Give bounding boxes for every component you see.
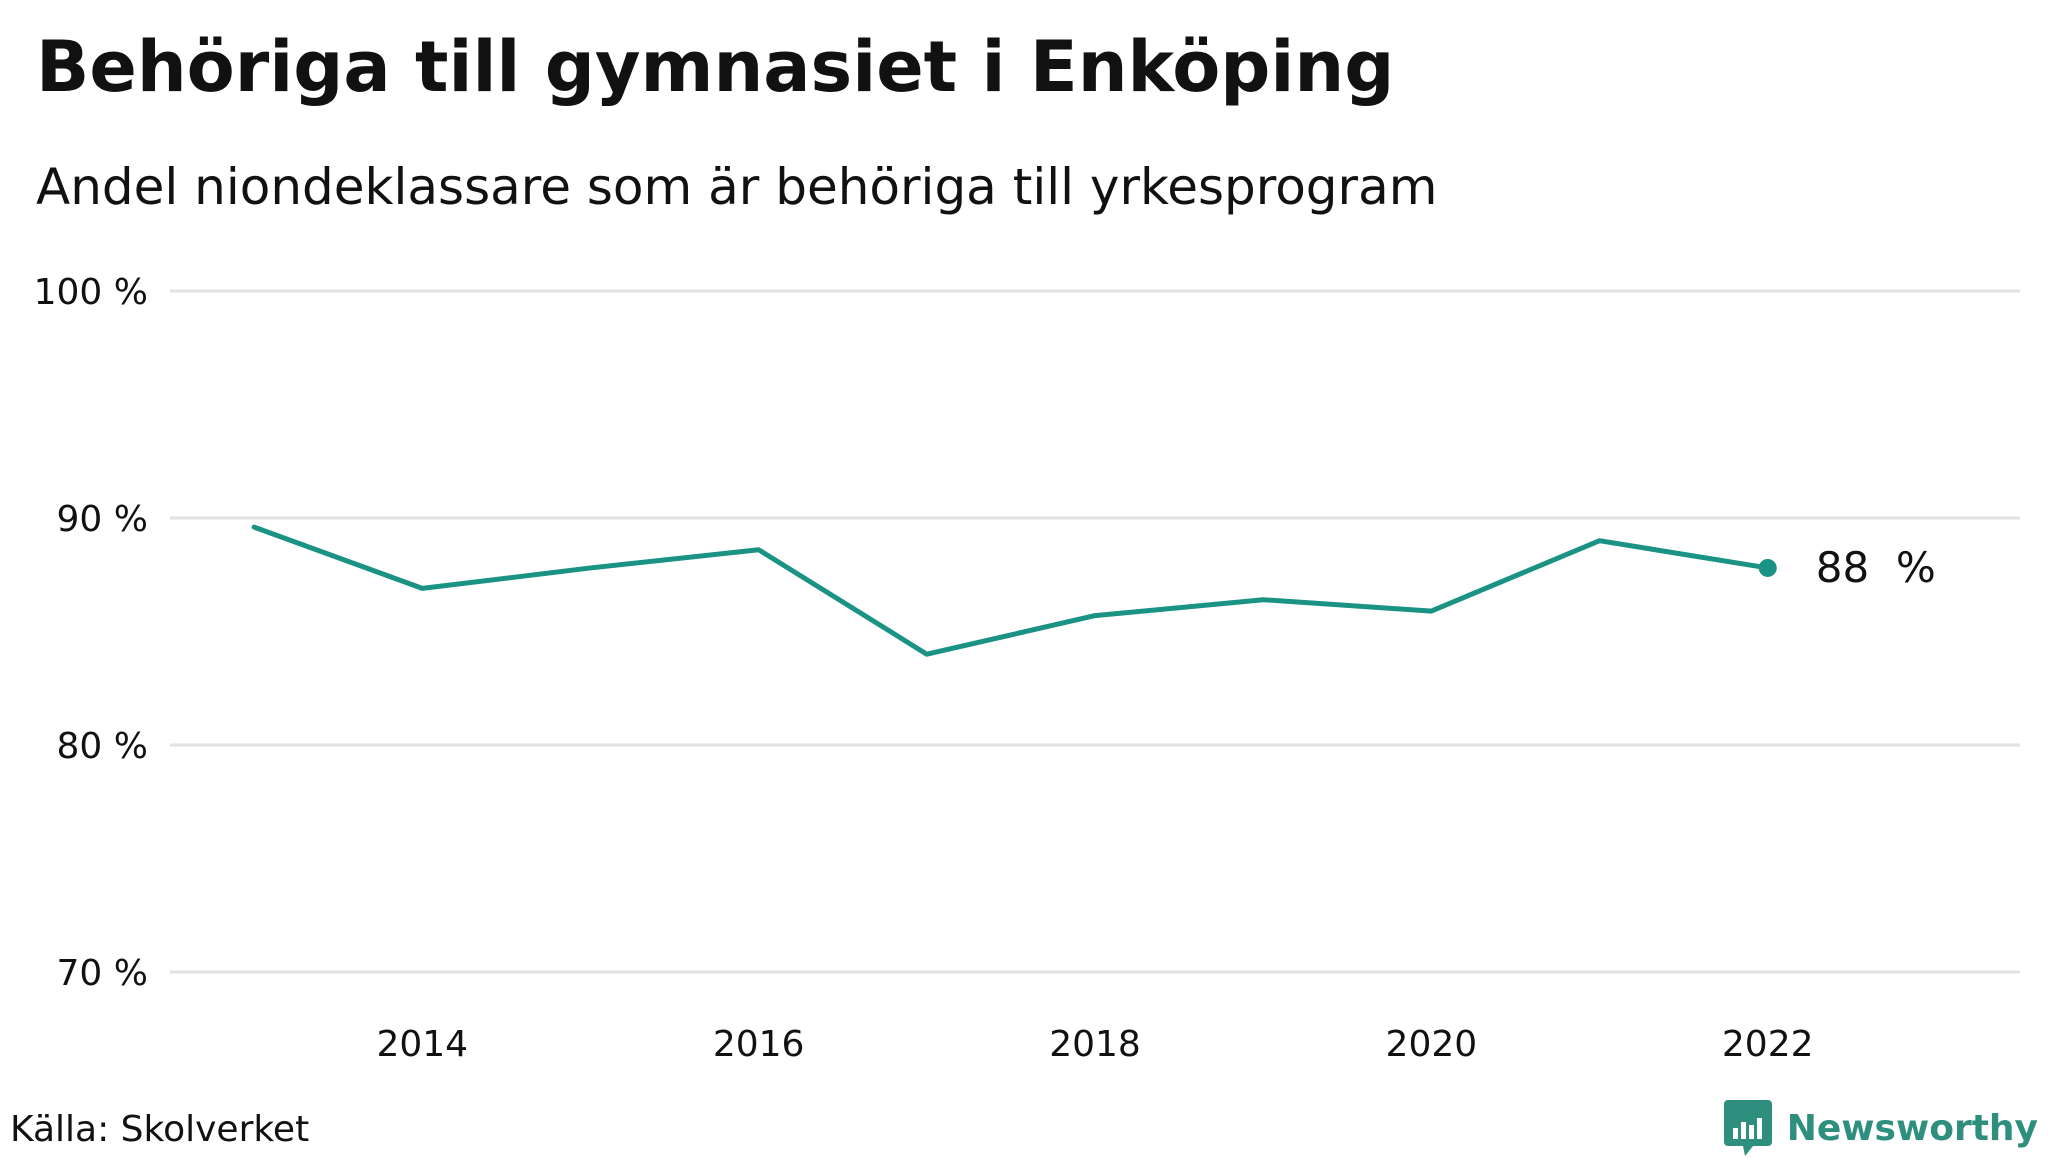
line-chart: 70 % 80 % 90 % 100 % 2014 2016 2018 2020 2022 8… [34, 272, 2020, 1065]
gridlines [170, 289, 2020, 974]
y-tick-label: 70 % [57, 953, 148, 994]
x-tick-label: 2014 [376, 1024, 468, 1065]
y-axis-tick-labels: 70 % 80 % 90 % 100 % [34, 272, 148, 994]
x-tick-label: 2018 [1049, 1024, 1141, 1065]
series-line [251, 524, 1771, 657]
x-axis-tick-labels: 2014 2016 2018 2020 2022 [376, 1024, 1813, 1065]
chart-subtitle: Andel niondeklassare som är behöriga til… [36, 158, 1438, 216]
series-group [251, 524, 1777, 657]
brand-name: Newsworthy [1786, 1107, 2038, 1149]
y-tick-label: 80 % [57, 726, 148, 767]
x-tick-label: 2022 [1722, 1024, 1814, 1065]
y-tick-label: 100 % [34, 272, 148, 313]
last-value-label: 88 % [1816, 543, 1936, 592]
y-tick-label: 90 % [57, 499, 148, 540]
bar-chart-speech-bubble-icon [1723, 1100, 1772, 1156]
chart-title: Behöriga till gymnasiet i Enköping [36, 26, 1395, 108]
source-note: Källa: Skolverket [10, 1109, 310, 1150]
x-tick-label: 2016 [713, 1024, 805, 1065]
brand-logo: Newsworthy [1723, 1098, 2038, 1158]
annotations: 88 % [1816, 543, 1936, 592]
last-point-marker [1758, 558, 1777, 577]
x-tick-label: 2020 [1386, 1024, 1478, 1065]
